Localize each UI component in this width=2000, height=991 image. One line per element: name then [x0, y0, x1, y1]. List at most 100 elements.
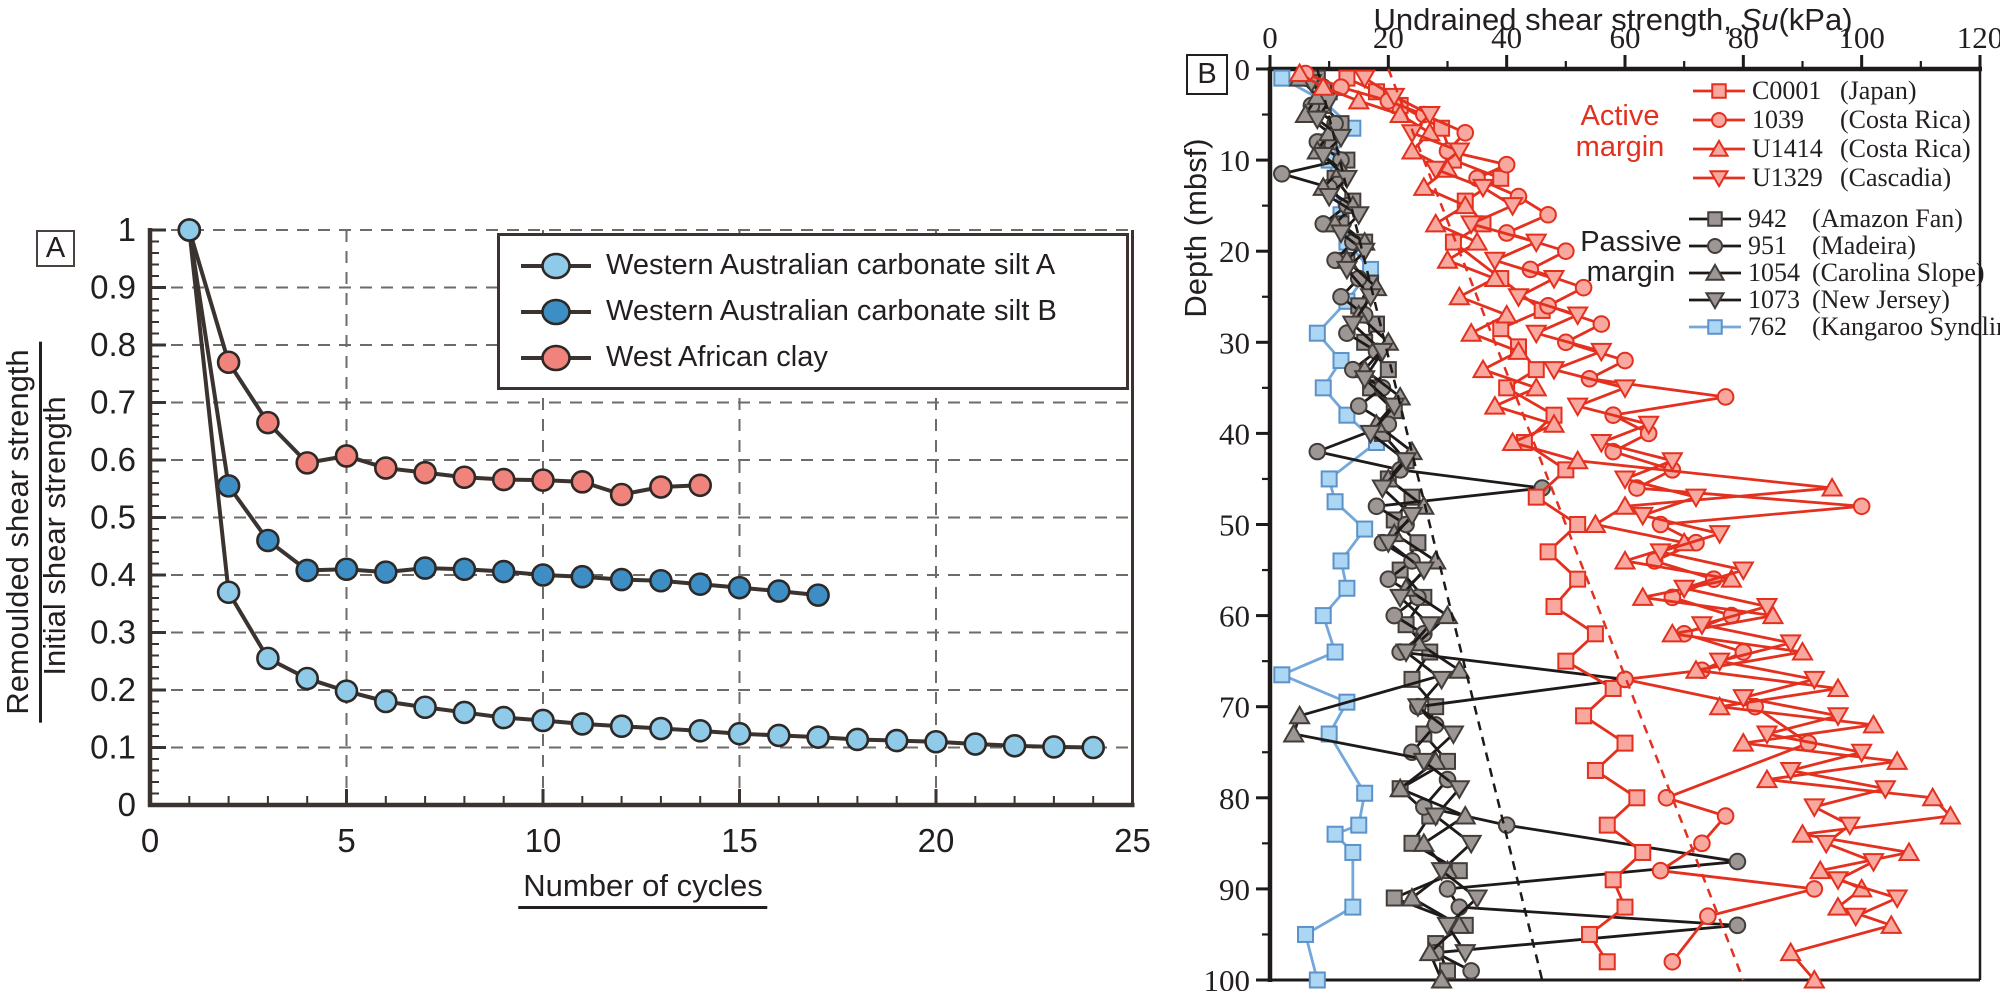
svg-text:0: 0 — [118, 786, 136, 823]
svg-text:10: 10 — [1219, 143, 1250, 178]
panel-b-legend-item-U1414: U1414 (Costa Rica) — [1692, 134, 1971, 163]
legend-item-code: 1073 — [1748, 284, 1800, 314]
series-b-1054 — [1282, 67, 1477, 989]
legend-item-site: (Amazon Fan) — [1812, 203, 1963, 233]
legend-item-code: U1414 — [1752, 133, 1823, 163]
legend-item-site: (Costa Rica) — [1840, 104, 1971, 134]
panel-a-ylabel-denominator: Initial shear strength — [37, 396, 72, 676]
svg-text:100: 100 — [1204, 963, 1251, 991]
svg-text:0.7: 0.7 — [90, 384, 136, 421]
legend-marker-icon — [1689, 210, 1741, 227]
legend-marker-icon — [1689, 291, 1741, 310]
svg-text:0.6: 0.6 — [90, 441, 136, 478]
panel-b-ylabel: Depth (mbsf) — [1178, 138, 1213, 318]
active-margin-legend: C0001 (Japan) 1039 (Costa Rica) U1414 (Costa … — [1692, 76, 1971, 192]
legend-marker-icon — [1689, 237, 1741, 254]
legend-marker-icon — [1689, 262, 1741, 281]
svg-text:80: 80 — [1728, 20, 1759, 55]
legend-item-site: (Carolina Slope) — [1812, 257, 1985, 287]
svg-text:70: 70 — [1219, 690, 1250, 725]
svg-text:20: 20 — [1219, 234, 1250, 269]
panel-a-legend-item-label: Western Australian carbonate silt A — [606, 249, 1056, 281]
panel-b-tick-labels: 0 20 40 60 80 100 120 0 10 20 30 40 50 60 70 80 90 100 — [1204, 20, 2000, 991]
legend-item-site: (Cascadia) — [1840, 162, 1952, 192]
active-margin-label: Active margin — [1548, 101, 1692, 163]
svg-text:15: 15 — [721, 822, 758, 859]
svg-text:0.5: 0.5 — [90, 499, 136, 536]
panel-a-plot — [147, 218, 1135, 808]
panel-b-legend-item-951: 951 (Madeira) — [1688, 230, 2000, 260]
svg-text:100: 100 — [1838, 20, 1885, 55]
svg-text:0.2: 0.2 — [90, 671, 136, 708]
panel-a-ylabel-numerator: Remoulded shear strength — [0, 341, 42, 723]
panel-a-legend-item: Western Australian carbonate silt A — [518, 249, 1126, 282]
legend-marker-icon — [1693, 169, 1745, 188]
panel-a-tick-labels: 0 5 10 15 20 25 0 0.1 0.2 0.3 0.4 0.5 0.6 0.7 0.8 0.9 1 — [90, 211, 1151, 859]
svg-text:1: 1 — [118, 211, 136, 248]
panel-b-plot — [1256, 55, 1982, 989]
svg-text:0.1: 0.1 — [90, 729, 136, 766]
legend-item-code: 1054 — [1748, 257, 1800, 287]
legend-item-code: C0001 — [1752, 75, 1822, 105]
panel-b-label: B — [1186, 54, 1228, 95]
series-a-2 — [177, 218, 1105, 760]
panel-b-legend-item-1054: 1054 (Carolina Slope) — [1688, 257, 2000, 287]
svg-text:20: 20 — [1373, 20, 1404, 55]
passive-margin-label-line1: Passive — [1580, 226, 1682, 258]
passive-margin-label-line2: margin — [1586, 256, 1676, 288]
series-b-U1329 — [1353, 69, 1909, 928]
svg-text:0.3: 0.3 — [90, 614, 136, 651]
panel-b-legend-item-U1329: U1329 (Cascadia) — [1692, 163, 1971, 192]
svg-text:40: 40 — [1491, 20, 1522, 55]
panel-a-legend-marker-icon — [521, 252, 591, 279]
legend-item-code: 1039 — [1752, 104, 1804, 134]
legend-marker-icon — [1693, 138, 1745, 157]
svg-text:0.8: 0.8 — [90, 326, 136, 363]
svg-text:0.9: 0.9 — [90, 269, 136, 306]
panel-b-legend-item-942: 942 (Amazon Fan) — [1688, 203, 2000, 233]
svg-text:90: 90 — [1219, 872, 1250, 907]
panel-b-title-su: Su — [1740, 2, 1779, 37]
series-a-0 — [177, 218, 713, 507]
panel-b-legend-item-1073: 1073 (New Jersey) — [1688, 284, 2000, 314]
legend-item-code: 762 — [1748, 311, 1787, 341]
panel-a-legend-item-label: Western Australian carbonate silt B — [606, 295, 1057, 327]
active-margin-label-line1: Active — [1580, 100, 1660, 132]
panel-a-legend-marker-icon — [521, 298, 591, 325]
legend-item-code: 942 — [1748, 203, 1787, 233]
legend-marker-icon — [1689, 318, 1741, 335]
svg-text:80: 80 — [1219, 781, 1250, 816]
svg-text:5: 5 — [337, 822, 355, 859]
panel-a-legend-item: Western Australian carbonate silt B — [518, 295, 1126, 328]
svg-text:0.4: 0.4 — [90, 556, 136, 593]
svg-text:40: 40 — [1219, 416, 1250, 451]
svg-text:0: 0 — [1262, 20, 1278, 55]
panel-b-legend-item-C0001: C0001 (Japan) — [1692, 76, 1971, 105]
legend-item-site: (New Jersey) — [1812, 284, 1950, 314]
svg-text:30: 30 — [1219, 325, 1250, 360]
svg-text:60: 60 — [1219, 599, 1250, 634]
svg-text:25: 25 — [1114, 822, 1151, 859]
svg-text:10: 10 — [525, 822, 562, 859]
svg-text:50: 50 — [1219, 508, 1250, 543]
legend-item-site: (Costa Rica) — [1840, 133, 1971, 163]
panel-a-legend: Western Australian carbonate silt A Weste… — [497, 233, 1129, 390]
panel-b-legend-item-762: 762 (Kangaroo Syncline ) — [1688, 311, 2000, 341]
panel-b-title: Undrained shear strength, Su(kPa) — [1373, 2, 1852, 38]
panel-a-legend-item: West African clay — [518, 341, 1126, 374]
legend-marker-icon — [1693, 111, 1745, 128]
series-b-C0001 — [1338, 69, 1652, 971]
legend-item-site: (Kangaroo Syncline ) — [1812, 311, 2000, 341]
legend-item-site: (Japan) — [1840, 75, 1917, 105]
svg-text:20: 20 — [918, 822, 955, 859]
svg-text:0: 0 — [141, 822, 159, 859]
series-a-1 — [177, 218, 830, 607]
panel-a-legend-item-label: West African clay — [606, 341, 828, 373]
legend-item-site: (Madeira) — [1812, 230, 1916, 260]
active-margin-label-line2: margin — [1575, 131, 1665, 163]
svg-text:120: 120 — [1957, 20, 2000, 55]
svg-text:60: 60 — [1610, 20, 1641, 55]
panel-a-label: A — [36, 230, 75, 267]
